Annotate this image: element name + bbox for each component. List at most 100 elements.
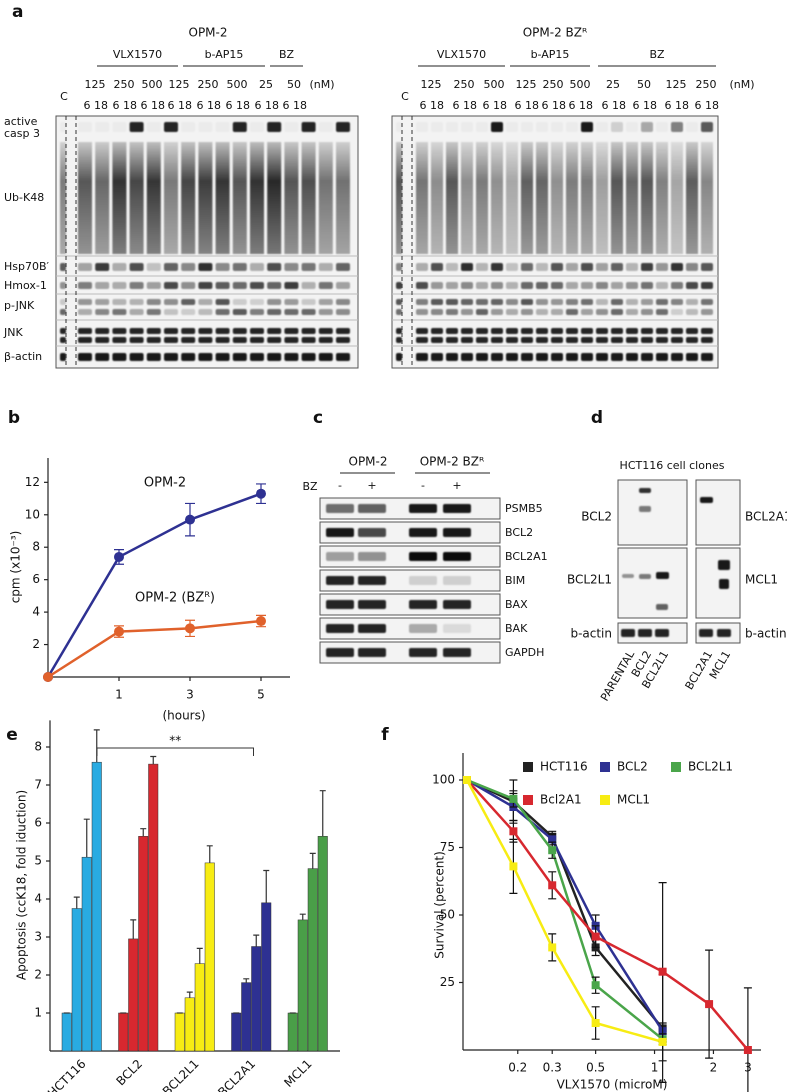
blot-band <box>491 353 503 361</box>
blot-band <box>319 122 333 132</box>
blot-band <box>491 328 503 334</box>
time-label: 18 <box>525 99 539 112</box>
blot-band <box>301 122 316 132</box>
blot-band <box>284 122 298 132</box>
blot-band <box>181 263 196 271</box>
blot-band <box>611 309 623 315</box>
blot-smear <box>446 142 458 254</box>
legend-label: HCT116 <box>540 760 588 774</box>
blot-band <box>443 576 471 585</box>
blot-band <box>284 353 299 361</box>
blot-band <box>476 282 488 289</box>
concentration-label: 50 <box>637 78 651 91</box>
y-axis-label: cpm (x10⁻³) <box>9 531 23 604</box>
time-label: 18 <box>94 99 108 112</box>
blot-band <box>112 263 127 271</box>
y-axis-label: Survival (percent) <box>433 851 447 959</box>
blot-smear <box>626 142 638 254</box>
time-label: 18 <box>463 99 477 112</box>
point <box>548 835 557 844</box>
series-label: OPM-2 <box>144 476 186 491</box>
blot-band <box>626 299 638 305</box>
blot-band <box>626 353 638 361</box>
point <box>743 1046 752 1054</box>
blot-band <box>671 328 683 334</box>
blot-band <box>431 328 443 334</box>
y-tick-label: 2 <box>34 968 42 982</box>
blot-band <box>431 337 443 343</box>
blot-band <box>181 328 196 334</box>
blot-band <box>60 122 66 132</box>
blot-band <box>506 263 518 271</box>
blot-band <box>318 337 333 343</box>
bar <box>128 938 139 1052</box>
blot-frame <box>617 622 688 644</box>
concentration-label: 25 <box>606 78 620 91</box>
blot-band <box>671 263 683 271</box>
bar <box>307 868 318 1052</box>
blot-band <box>596 337 608 343</box>
bar <box>317 836 328 1052</box>
blot-band <box>671 337 683 343</box>
blot-band <box>551 282 563 289</box>
blot-smear <box>596 142 608 254</box>
blot-band <box>301 282 316 289</box>
blot-band <box>461 337 473 343</box>
point <box>705 1000 714 1009</box>
bar <box>91 761 102 1052</box>
blot-band <box>551 337 563 343</box>
blot-band <box>506 337 518 343</box>
blot-band <box>146 299 161 305</box>
blot-band <box>671 299 683 305</box>
blot-band <box>358 552 386 561</box>
blot-smear <box>551 142 563 254</box>
concentration-label: 25 <box>259 78 273 91</box>
blot-band <box>95 282 110 289</box>
blot-smear <box>396 142 402 254</box>
blot-band <box>622 574 634 578</box>
panel-label: c <box>313 408 323 428</box>
series-label: OPM-2 (BZᴿ) <box>135 591 215 606</box>
blot-band <box>267 122 282 132</box>
blot-band <box>358 624 386 633</box>
blot-band <box>536 282 548 289</box>
blot-band <box>326 528 354 537</box>
blot-band <box>641 309 653 315</box>
blot-band <box>336 122 350 132</box>
row-label: MCL1 <box>745 573 778 587</box>
blot-band <box>250 353 264 361</box>
control-label: C <box>401 90 409 103</box>
blot-band <box>181 282 196 289</box>
blot-band <box>551 299 563 305</box>
blot-smear <box>284 142 299 254</box>
blot-band <box>718 560 730 570</box>
blot-band <box>301 263 316 271</box>
blot-band <box>655 629 669 637</box>
blot-band <box>112 299 127 305</box>
blot-band <box>446 122 458 132</box>
blot-band <box>506 299 518 305</box>
blot-band <box>198 282 213 289</box>
time-label: 18 <box>123 99 137 112</box>
blot-band <box>506 282 518 289</box>
x-tick-label: 3 <box>186 688 194 702</box>
row-label: BCL2 <box>581 510 612 524</box>
x-tick-label: 1 <box>651 1061 659 1075</box>
y-tick-label: 2 <box>32 637 40 651</box>
blot-band <box>78 282 92 289</box>
blot-smear <box>318 142 333 254</box>
blot-band <box>396 337 402 343</box>
concentration-label: 125 <box>666 78 687 91</box>
row-label: BAX <box>505 598 528 611</box>
treatment-label: b-AP15 <box>531 48 570 61</box>
bar <box>61 1012 72 1052</box>
blot-smear <box>95 142 110 254</box>
blot-smear <box>215 142 230 254</box>
blot-smear <box>112 142 127 254</box>
blot-band <box>301 337 316 343</box>
blot-band <box>250 122 264 132</box>
blot-band <box>416 282 428 289</box>
blot-band <box>641 353 653 361</box>
point <box>256 616 266 627</box>
